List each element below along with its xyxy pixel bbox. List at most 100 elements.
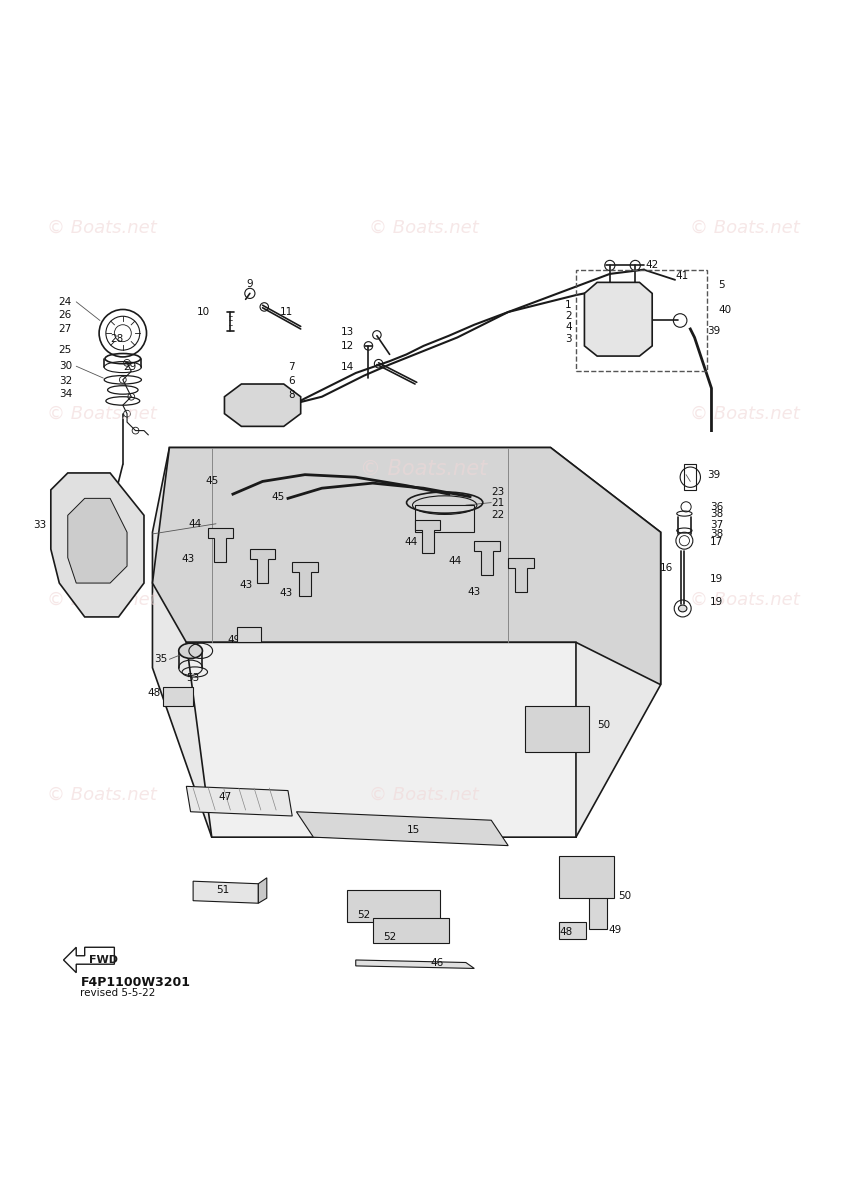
Text: 47: 47 [219, 792, 232, 802]
Text: FWD: FWD [89, 955, 118, 965]
Text: 12: 12 [340, 341, 354, 350]
Bar [559, 922, 586, 938]
Bar [415, 505, 474, 533]
Text: 9: 9 [246, 280, 253, 289]
Bar [373, 918, 449, 943]
Text: 53: 53 [186, 673, 200, 683]
Polygon shape [250, 550, 275, 583]
Text: 16: 16 [660, 563, 673, 572]
Text: revised 5-5-22: revised 5-5-22 [80, 988, 156, 998]
Text: 51: 51 [216, 884, 230, 895]
Text: 23: 23 [491, 486, 505, 497]
Text: 26: 26 [58, 311, 72, 320]
Polygon shape [64, 947, 114, 973]
Polygon shape [296, 811, 508, 846]
Text: 17: 17 [710, 538, 723, 547]
Text: 33: 33 [33, 521, 47, 530]
Text: 45: 45 [205, 476, 219, 486]
Text: 8: 8 [288, 390, 295, 400]
Text: 43: 43 [280, 588, 293, 599]
Text: 19: 19 [710, 574, 723, 584]
Polygon shape [186, 786, 292, 816]
Bar [163, 688, 193, 706]
Text: 36: 36 [710, 502, 723, 512]
Text: 39: 39 [707, 469, 721, 480]
Text: 4: 4 [565, 323, 572, 332]
Bar [559, 856, 614, 898]
Polygon shape [224, 384, 301, 426]
Text: © Boats.net: © Boats.net [690, 218, 800, 236]
Polygon shape [68, 498, 127, 583]
Polygon shape [474, 541, 500, 575]
Text: © Boats.net: © Boats.net [368, 786, 479, 804]
Text: 46: 46 [430, 958, 444, 967]
Text: 34: 34 [58, 389, 72, 400]
Polygon shape [292, 562, 318, 595]
Bar [525, 706, 589, 752]
Text: © Boats.net: © Boats.net [47, 218, 157, 236]
Text: 27: 27 [58, 324, 72, 334]
Ellipse shape [678, 605, 687, 612]
Polygon shape [208, 528, 233, 562]
Text: 41: 41 [676, 271, 689, 282]
Text: 24: 24 [58, 296, 72, 307]
Text: © Boats.net: © Boats.net [368, 218, 479, 236]
Polygon shape [584, 282, 652, 356]
Text: 14: 14 [340, 362, 354, 372]
Text: 5: 5 [718, 280, 725, 290]
Text: 44: 44 [405, 538, 418, 547]
Circle shape [605, 260, 615, 270]
Text: 25: 25 [58, 346, 72, 355]
Text: 13: 13 [340, 328, 354, 337]
Circle shape [630, 260, 640, 270]
Text: 15: 15 [407, 826, 420, 835]
Text: 21: 21 [491, 498, 505, 508]
Text: 2: 2 [565, 311, 572, 322]
Text: 32: 32 [58, 376, 72, 385]
Text: 11: 11 [280, 307, 293, 317]
Ellipse shape [179, 643, 202, 659]
Text: 43: 43 [468, 587, 481, 596]
Text: © Boats.net: © Boats.net [690, 590, 800, 608]
Polygon shape [258, 878, 267, 904]
Text: 48: 48 [147, 688, 161, 698]
Text: 37: 37 [710, 521, 723, 530]
Text: 49: 49 [608, 925, 622, 935]
Text: 50: 50 [618, 892, 631, 901]
Polygon shape [152, 448, 661, 838]
Text: F4P1100W3201: F4P1100W3201 [80, 977, 191, 989]
Polygon shape [186, 642, 576, 838]
Text: 38: 38 [710, 509, 723, 518]
Text: 22: 22 [491, 510, 505, 521]
Text: 3: 3 [565, 334, 572, 344]
Text: 44: 44 [448, 556, 462, 566]
Polygon shape [356, 960, 474, 968]
Polygon shape [193, 881, 258, 904]
Text: 49: 49 [227, 635, 241, 644]
Text: 48: 48 [559, 928, 573, 937]
Bar [347, 889, 440, 922]
Text: © Boats.net: © Boats.net [47, 590, 157, 608]
Text: 29: 29 [123, 362, 136, 372]
Text: © Boats.net: © Boats.net [47, 786, 157, 804]
Text: 44: 44 [188, 518, 202, 529]
Text: 38: 38 [710, 529, 723, 539]
Text: 6: 6 [288, 377, 295, 386]
Text: 39: 39 [707, 325, 721, 336]
Text: 45: 45 [271, 492, 285, 502]
Text: © Boats.net: © Boats.net [360, 458, 487, 479]
Text: 40: 40 [718, 305, 731, 316]
Text: 28: 28 [110, 334, 124, 344]
Polygon shape [51, 473, 144, 617]
Text: 52: 52 [357, 910, 371, 920]
Text: 52: 52 [383, 932, 396, 942]
Polygon shape [508, 558, 534, 592]
Text: 1: 1 [565, 300, 572, 311]
Text: 43: 43 [240, 580, 253, 589]
Bar [589, 895, 607, 929]
Bar [684, 464, 696, 490]
Bar [237, 628, 261, 642]
Text: 42: 42 [645, 259, 659, 270]
Text: © Boats.net: © Boats.net [47, 404, 157, 422]
Text: 35: 35 [154, 654, 168, 665]
